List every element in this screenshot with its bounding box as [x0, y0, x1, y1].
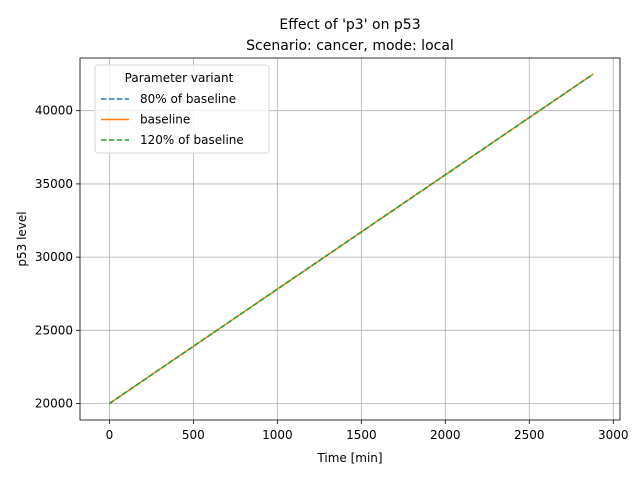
x-tick-label: 2500 — [514, 428, 545, 442]
y-tick-label: 35000 — [35, 177, 73, 191]
grid-lines — [80, 58, 620, 420]
y-tick-label: 25000 — [35, 323, 73, 337]
x-tick-label: 500 — [182, 428, 205, 442]
y-tick-label: 20000 — [35, 397, 73, 411]
x-tick-label: 1500 — [346, 428, 377, 442]
x-tick-label: 2000 — [430, 428, 461, 442]
x-tick-label: 0 — [106, 428, 114, 442]
legend-label-2: 120% of baseline — [140, 133, 244, 147]
x-tick-label: 1000 — [262, 428, 293, 442]
x-axis-label: Time [min] — [316, 451, 382, 465]
series-line-2 — [108, 73, 594, 405]
legend: Parameter variant 80% of baseline baselin… — [94, 64, 270, 154]
x-tick-label: 3000 — [598, 428, 629, 442]
legend-box — [94, 64, 270, 154]
y-axis: 20000 25000 30000 35000 40000 — [35, 104, 80, 411]
chart-subtitle: Scenario: cancer, mode: local — [246, 38, 454, 54]
legend-label-1: baseline — [140, 113, 190, 127]
plot-frame — [79, 57, 621, 421]
y-axis-label: p53 level — [15, 211, 29, 266]
series-layer — [108, 73, 594, 405]
legend-title: Parameter variant — [125, 71, 234, 85]
chart-title: Effect of 'p3' on p53 — [279, 17, 420, 33]
legend-label-0: 80% of baseline — [140, 92, 236, 106]
y-tick-label: 40000 — [35, 104, 73, 118]
x-axis: 0 500 1000 1500 2000 2500 3000 — [106, 420, 629, 442]
y-tick-label: 30000 — [35, 250, 73, 264]
legend-entries: 80% of baseline baseline 120% of baseline — [101, 92, 244, 147]
